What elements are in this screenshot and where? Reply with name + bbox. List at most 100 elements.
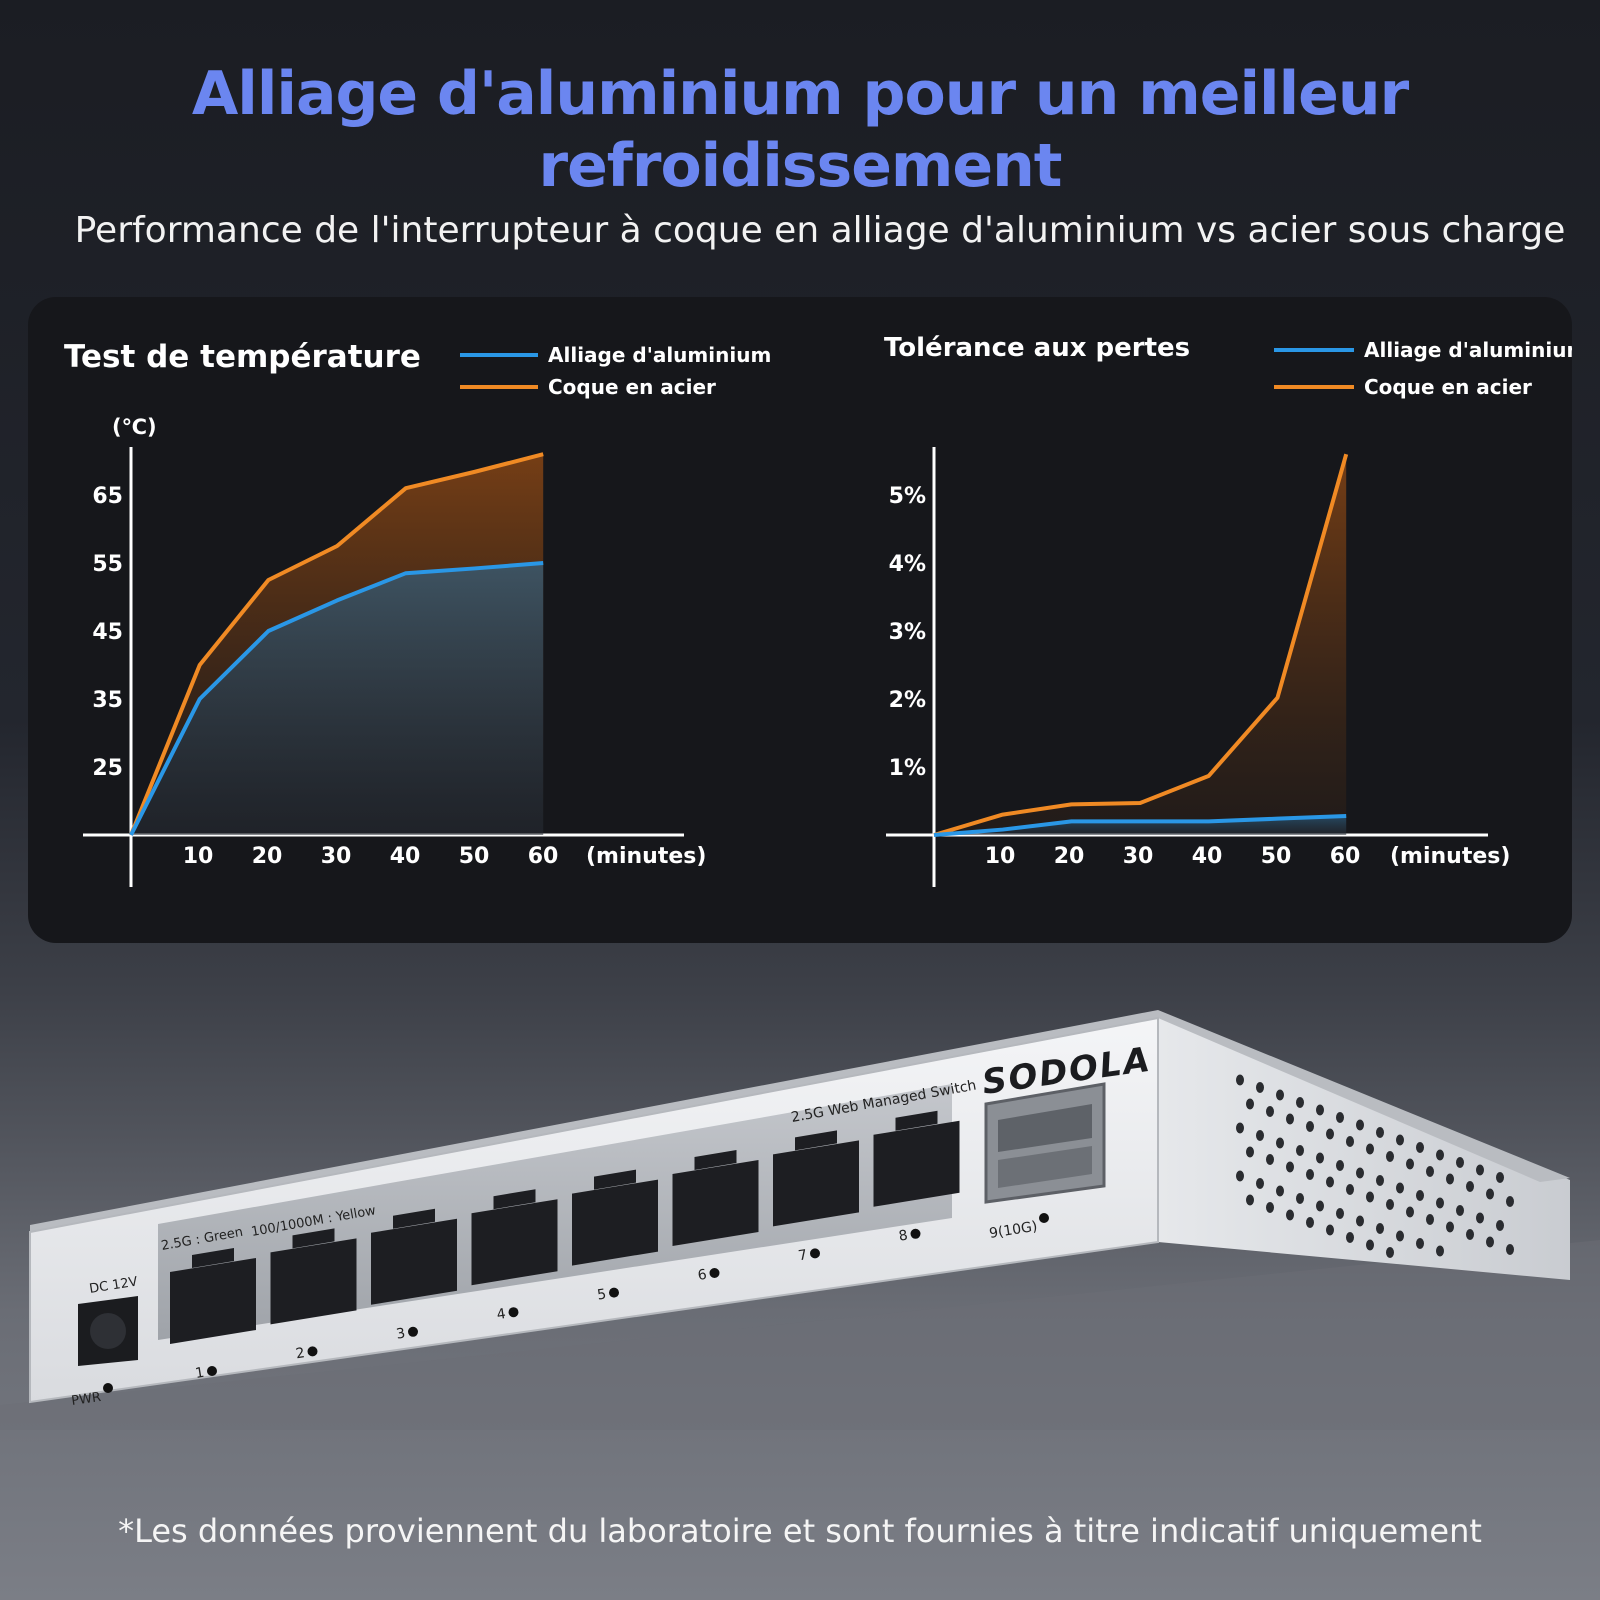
vent-hole [1396,1182,1404,1194]
vent-hole [1346,1232,1354,1243]
vent-hole [1286,1161,1294,1173]
vent-hole [1366,1143,1374,1155]
vent-hole [1356,1215,1364,1227]
vent-hole [1266,1106,1274,1117]
y-tick-label: 2% [889,688,926,713]
vent-hole [1326,1176,1334,1188]
x-tick-label: 20 [252,844,283,869]
vent-hole [1306,1121,1314,1132]
vent-hole [1496,1172,1504,1183]
legend-label-aluminium: Alliage d'aluminium [1364,338,1572,362]
vent-hole [1336,1160,1344,1171]
x-tick-label: 30 [321,844,352,869]
rj45-port [270,1228,357,1325]
vent-hole [1466,1229,1474,1240]
x-tick-label: 40 [1192,844,1223,869]
vent-hole [1236,1074,1244,1086]
line-steel [933,453,1349,837]
vent-hole [1406,1158,1414,1170]
vent-hole [1486,1236,1494,1248]
vent-hole [1396,1230,1404,1242]
port-number-label: 1 [194,1365,205,1382]
vent-hole [1256,1082,1264,1093]
title-line-1: Alliage d'aluminium pour un meilleur [191,59,1409,129]
rj45-port [371,1208,457,1305]
y-tick-label: 25 [92,756,123,781]
vent-hole [1306,1169,1314,1180]
rj45-port [773,1130,859,1227]
port-number-label: 8 [898,1228,909,1245]
chart-1-y-axis-label: (℃) [112,415,157,439]
vent-hole [1416,1190,1424,1201]
vent-hole [1416,1238,1424,1249]
port-led-icon [810,1248,820,1259]
area-aluminium [131,563,544,835]
vent-hole [1506,1196,1514,1207]
vent-hole [1366,1239,1374,1251]
vent-hole [1376,1127,1384,1138]
vent-hole [1286,1209,1294,1221]
legend-label-aluminium: Alliage d'aluminium [548,343,771,367]
x-tick-label: 10 [985,844,1016,869]
port-led-icon [910,1228,921,1239]
vent-hole [1456,1205,1464,1216]
rj45-port [572,1169,658,1266]
chart-1-title: Test de température [64,339,421,375]
line-aluminium [129,561,544,836]
x-tick-label: 20 [1054,844,1085,869]
vent-hole [1446,1173,1454,1185]
vent-hole [1356,1167,1364,1179]
switch-side-panel [1158,1012,1570,1280]
vent-hole [1306,1217,1314,1228]
vent-hole [1496,1220,1504,1231]
port-number-label: 7 [797,1247,808,1264]
y-tick-label: 4% [889,552,926,577]
area-steel [934,454,1347,835]
port-led-icon [709,1268,720,1278]
charts-svg: Test de température Alliage d'aluminium … [64,333,1572,887]
vent-hole [1436,1197,1444,1209]
port-led-icon [207,1366,217,1376]
y-tick-label: 55 [92,552,123,577]
footnote: *Les données proviennent du laboratoire … [118,1512,1482,1550]
vent-hole [1236,1122,1244,1134]
sfp-cage-inner [998,1146,1092,1188]
vent-hole [1336,1208,1344,1219]
vent-hole [1506,1244,1514,1255]
page-subtitle: Performance de l'interrupteur à coque en… [74,210,1566,251]
vent-hole [1296,1145,1304,1156]
port-number-label: 4 [496,1306,507,1323]
vent-hole [1296,1193,1304,1204]
vent-hole [1466,1181,1474,1192]
charts-panel: Test de température Alliage d'aluminium … [28,297,1572,943]
vent-hole [1476,1212,1484,1224]
vent-hole [1256,1178,1264,1189]
chart-2-legend: Alliage d'aluminium Coque en acier [1274,338,1572,399]
temperature-chart: Test de température Alliage d'aluminium … [64,339,771,887]
vent-hole [1386,1199,1394,1210]
network-switch-illustration: DC 12V PWR 2.5G : Green 100/1000M : Yell… [0,1010,1600,1430]
x-tick-label: 10 [183,844,214,869]
rj45-port [471,1189,558,1286]
chart-2-x-axis-label: (minutes) [1390,844,1510,869]
vent-hole [1476,1164,1484,1176]
vent-hole [1426,1166,1434,1177]
vent-hole [1386,1247,1394,1258]
vent-hole [1286,1113,1294,1125]
x-tick-label: 50 [1261,844,1292,869]
y-tick-label: 1% [889,756,926,781]
port-led-icon [609,1287,619,1298]
vent-hole [1346,1136,1354,1147]
legend-label-steel: Coque en acier [1364,375,1532,399]
x-tick-label: 40 [390,844,421,869]
vent-hole [1326,1128,1334,1140]
chart-1-legend: Alliage d'aluminium Coque en acier [460,343,771,399]
vent-hole [1486,1188,1494,1200]
port-led-icon [408,1326,418,1337]
rj45-port [672,1150,759,1246]
vent-hole [1376,1223,1384,1234]
y-tick-label: 45 [92,620,123,645]
vent-hole [1406,1206,1414,1218]
x-tick-label: 60 [1330,844,1361,869]
vent-hole [1346,1184,1354,1195]
